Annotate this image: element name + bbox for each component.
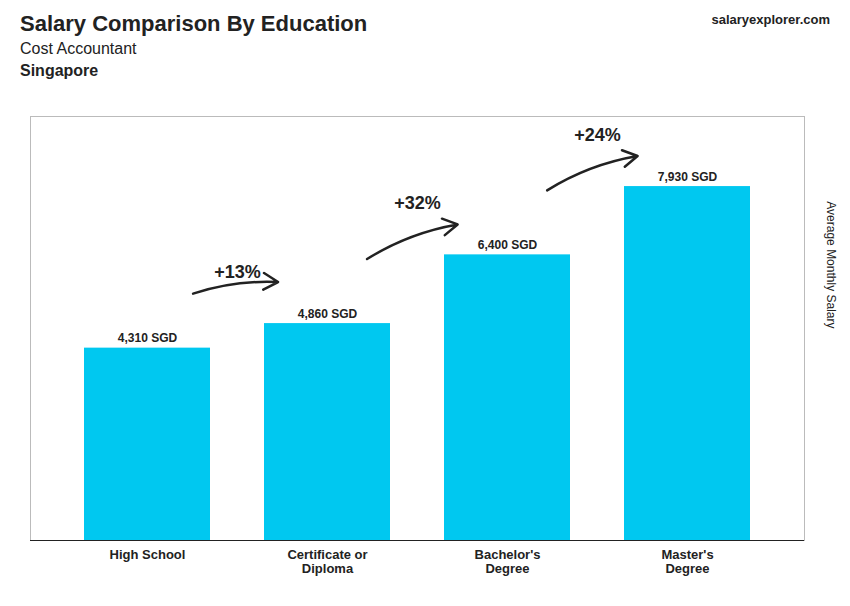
svg-text:+24%: +24% <box>574 125 621 145</box>
html-text:Cost Accountant: Cost Accountant <box>20 40 137 57</box>
svg-text:+32%: +32% <box>394 193 441 213</box>
svg-text:Bachelor'sDegree: Bachelor'sDegree <box>475 547 541 576</box>
svg-text:4,310 SGD: 4,310 SGD <box>118 331 178 345</box>
svg-text:6,400 SGD: 6,400 SGD <box>478 238 538 252</box>
html-text:Singapore: Singapore <box>20 62 99 79</box>
svg-text:Average Monthly Salary: Average Monthly Salary <box>824 201 838 328</box>
svg-text:High School: High School <box>110 547 186 562</box>
html-text:Salary Comparison By Education: Salary Comparison By Education <box>20 11 368 36</box>
svg-text:4,860 SGD: 4,860 SGD <box>298 307 358 321</box>
svg-text:Certificate orDiploma: Certificate orDiploma <box>287 547 367 576</box>
html-text:salaryexplorer.com: salaryexplorer.com <box>711 12 830 27</box>
svg-text:7,930 SGD: 7,930 SGD <box>658 170 718 184</box>
svg-text:Master'sDegree: Master'sDegree <box>661 547 713 576</box>
svg-text:+13%: +13% <box>214 262 261 282</box>
